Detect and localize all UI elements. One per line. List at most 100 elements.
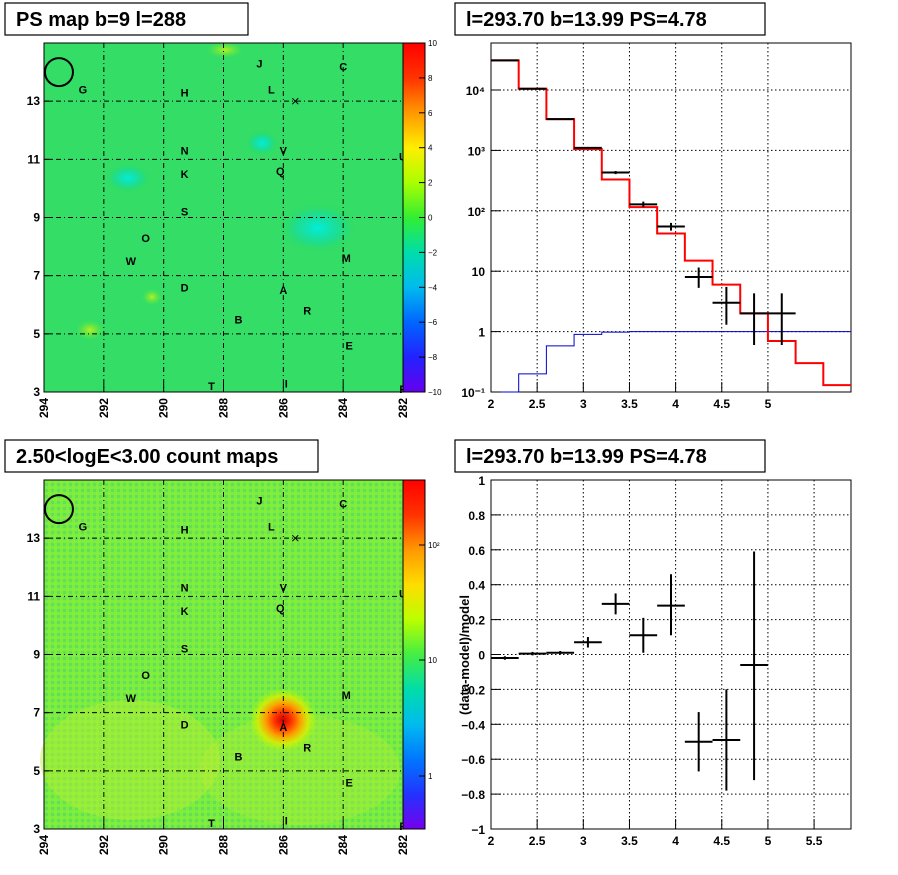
map-x-tick-label: 294 — [37, 398, 51, 418]
map-y-tick-label: 3 — [33, 822, 40, 836]
source-label: N — [181, 583, 189, 595]
ps-map-panel: JCGHLNVUKQSOWMDARBEITP 29429229028828628… — [27, 39, 442, 418]
map-x-tick-label: 288 — [217, 398, 231, 418]
cross-marker — [291, 97, 299, 105]
spectrum-y-tick-label: 10 — [472, 265, 486, 279]
colorbar-tick-label: −2 — [428, 248, 438, 257]
residual-y-tick-label: −0.2 — [461, 683, 485, 697]
source-label: H — [181, 87, 189, 99]
colorbar-tick-label: 4 — [428, 144, 433, 153]
residual-y-tick-label: −1 — [471, 823, 485, 837]
source-label: L — [268, 85, 275, 97]
source-label: G — [79, 522, 88, 534]
spectrum-y-tick-label: 10⁴ — [466, 84, 485, 98]
source-label: A — [279, 285, 287, 297]
residual-x-tick-label: 5 — [765, 834, 772, 848]
colorbar-tick-label: −6 — [428, 318, 438, 327]
spectrum-y-tick-label: 10⁻¹ — [461, 386, 485, 400]
spectrum-y-tick-label: 1 — [478, 326, 485, 340]
colorbar-tick-label: 6 — [428, 109, 433, 118]
map-x-tick-label: 290 — [157, 398, 171, 418]
source-label: C — [339, 498, 347, 510]
map-y-tick-label: 13 — [27, 94, 41, 108]
source-label: M — [342, 253, 351, 265]
source-label: E — [345, 777, 352, 789]
ps-map-title: PS map b=9 l=288 — [16, 9, 186, 31]
source-label: D — [181, 719, 189, 731]
count-map-yellow-band — [200, 715, 400, 825]
residual-y-tick-label: −0.4 — [461, 718, 485, 732]
source-label: Q — [276, 166, 285, 178]
spectrum-x-tick-label: 3.5 — [621, 397, 638, 411]
colorbar-tick-label: 10² — [428, 541, 440, 550]
count-map-panel: JCGHLNVUKQSOWMDARBEITP 29429229028828628… — [27, 479, 440, 855]
residual-ylabel: (data-model)/model — [457, 595, 472, 715]
spectrum-x-tick-label: 2.5 — [529, 397, 546, 411]
source-label: R — [303, 306, 311, 318]
source-label: T — [208, 381, 215, 393]
map-x-tick-label: 284 — [336, 398, 350, 418]
spectrum-x-tick-label: 3 — [580, 397, 587, 411]
source-label: G — [79, 85, 88, 97]
source-label: C — [339, 61, 347, 73]
source-label: B — [234, 314, 242, 326]
spectrum-panel: 2 2.5 3 3.5 4 4.5 5 10⁻¹ 1 10 10² 10³ 10⁴ — [461, 42, 852, 411]
ps-map-yellow-region — [76, 320, 104, 340]
map-y-tick-label: 11 — [27, 152, 40, 166]
residual-x-tick-label: 4 — [672, 834, 679, 848]
source-label: K — [181, 606, 189, 618]
background-model-line — [491, 331, 851, 393]
source-label: H — [181, 524, 189, 536]
source-label: D — [181, 282, 189, 294]
source-label: M — [342, 690, 351, 702]
residual-y-tick-label: 0.2 — [468, 614, 485, 628]
count-map-colorbar — [403, 480, 425, 829]
map-x-tick-label: 286 — [276, 398, 290, 418]
source-label: A — [279, 722, 287, 734]
count-map-title: 2.50<logE<3.00 count maps — [16, 446, 278, 468]
source-label: S — [181, 207, 188, 219]
residual-x-tick-label: 3.5 — [621, 834, 638, 848]
colorbar-tick-label: 10 — [428, 39, 437, 48]
map-x-tick-label: 292 — [97, 398, 111, 418]
ps-map-colorbar — [403, 43, 425, 392]
target-circle — [43, 494, 74, 525]
source-label: E — [345, 340, 352, 352]
residual-x-tick-label: 3 — [580, 834, 587, 848]
ps-map-title-box: PS map b=9 l=288 — [4, 2, 249, 36]
map-x-tick-label: 294 — [37, 835, 51, 855]
residual-x-tick-label: 2.5 — [529, 834, 546, 848]
residual-x-tick-label: 4.5 — [713, 834, 730, 848]
spectrum-frame — [490, 42, 852, 393]
map-y-tick-label: 11 — [27, 589, 40, 603]
map-y-tick-label: 5 — [33, 764, 40, 778]
colorbar-tick-label: 1 — [428, 772, 433, 781]
spectrum-y-tick-label: 10² — [468, 205, 485, 219]
colorbar-tick-label: 0 — [428, 214, 433, 223]
source-label: W — [126, 256, 137, 268]
source-label: I — [285, 378, 288, 390]
spectrum-x-tick-label: 4.5 — [713, 397, 730, 411]
source-label: Q — [276, 603, 285, 615]
spectrum-x-tick-label: 4 — [672, 397, 679, 411]
source-label: L — [268, 522, 275, 534]
map-y-tick-label: 13 — [27, 531, 41, 545]
count-map-colorbar-frame — [402, 479, 426, 830]
map-x-tick-label: 290 — [157, 835, 171, 855]
residual-y-tick-label: 0 — [478, 649, 485, 663]
colorbar-tick-label: 10 — [428, 656, 437, 665]
map-y-tick-label: 7 — [33, 269, 40, 283]
spectrum-x-tick-label: 5 — [765, 397, 772, 411]
ps-map-cyan-region — [106, 164, 150, 192]
colorbar-tick-label: 2 — [428, 179, 433, 188]
residual-y-tick-label: −0.6 — [461, 753, 485, 767]
source-label: W — [126, 693, 137, 705]
count-map-title-box: 2.50<logE<3.00 count maps — [4, 439, 319, 473]
map-x-tick-label: 288 — [217, 835, 231, 855]
source-label: V — [280, 583, 288, 595]
residual-panel: 2 2.5 3 3.5 4 4.5 5 5.5 1 0.8 0.6 0.4 0.2 0 −0.2 −0.4 −0… — [457, 474, 852, 848]
count-map-yellow-band — [40, 700, 220, 820]
source-label: V — [280, 146, 288, 158]
map-x-tick-label: 284 — [336, 835, 350, 855]
